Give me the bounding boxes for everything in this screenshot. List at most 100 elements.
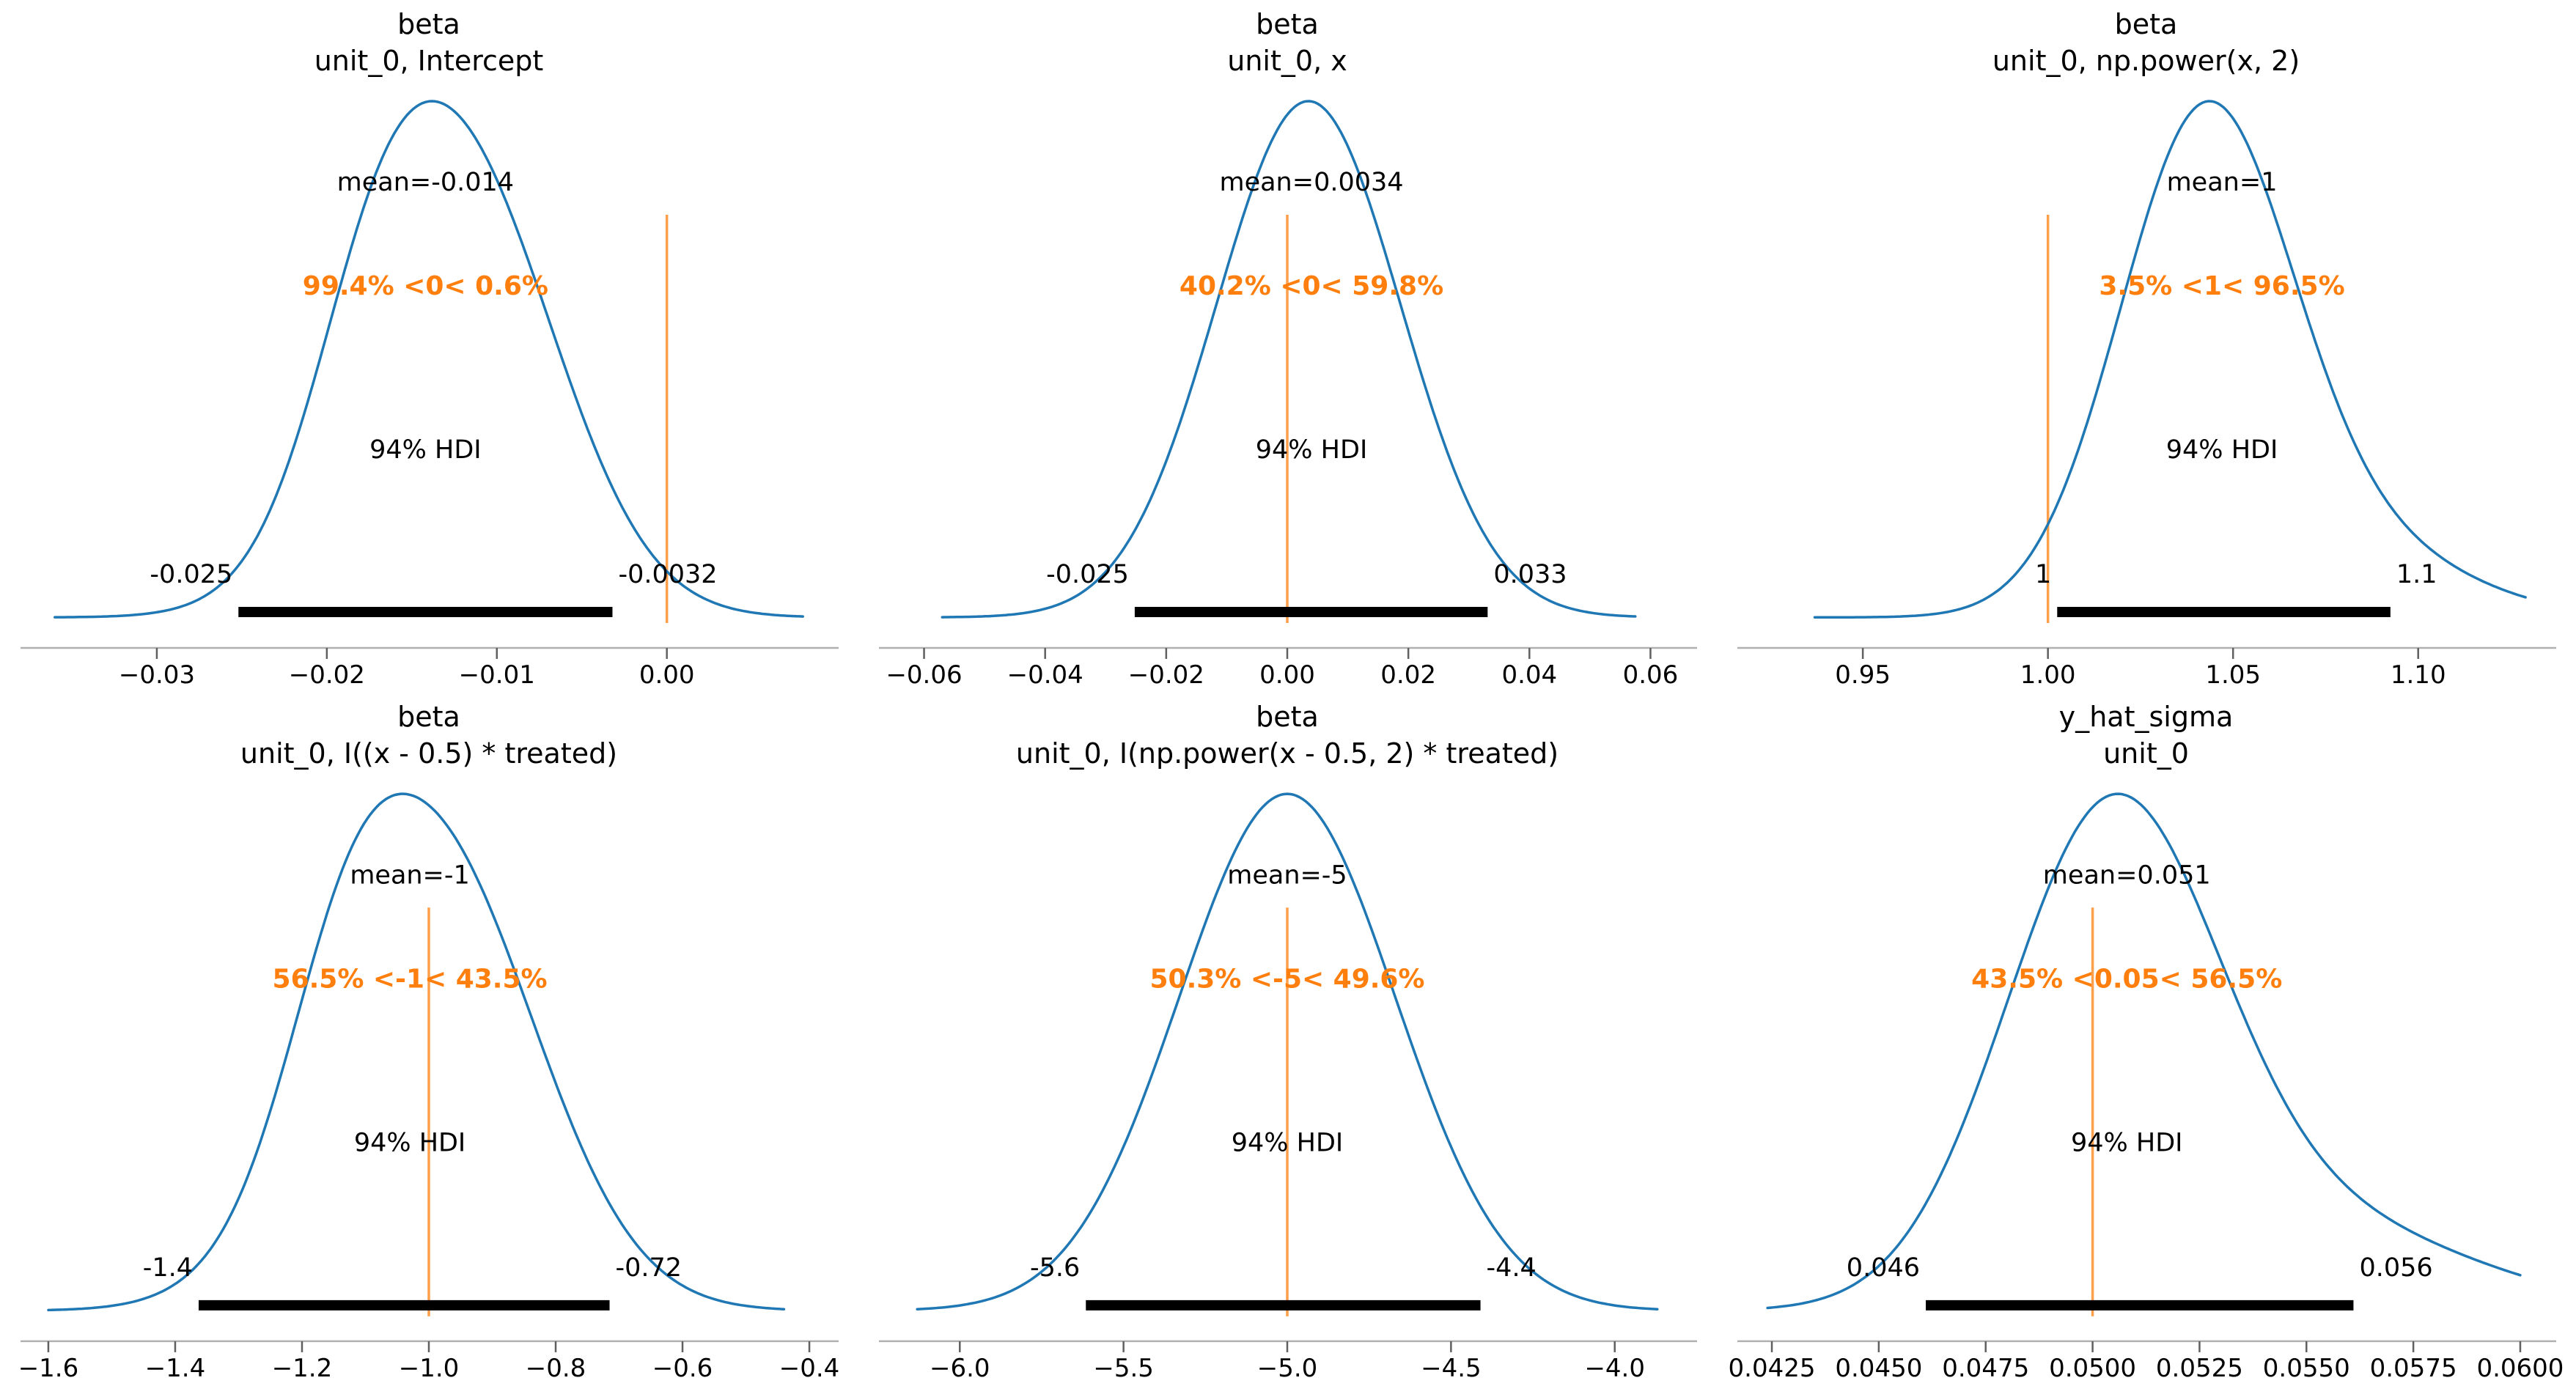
hdi-title-label: 94% HDI	[1232, 1129, 1343, 1158]
kde-curve	[1766, 792, 2522, 1310]
kde-curve	[941, 100, 1637, 619]
kde-curve	[54, 100, 804, 619]
subplot-title-line1: beta	[1256, 8, 1319, 40]
x-tick-label: −5.0	[1257, 1354, 1318, 1383]
kde-curve	[47, 792, 786, 1312]
mean-label: mean=1	[2167, 168, 2278, 197]
hdi-upper-label: 0.056	[2359, 1253, 2432, 1283]
posterior-subplot: beta unit_0, np.power(x, 2) mean=1 3.5% <1<…	[1717, 0, 2576, 693]
x-tick-label: −0.04	[1007, 660, 1083, 690]
hdi-title-label: 94% HDI	[369, 435, 482, 465]
hdi-title-label: 94% HDI	[1256, 435, 1368, 465]
x-tick-label: 1.10	[2391, 660, 2446, 690]
x-tick-label: −1.2	[272, 1354, 333, 1383]
subplot-canvas: beta unit_0, np.power(x, 2) mean=1 3.5% <1<…	[1737, 8, 2556, 690]
kde-curve	[916, 792, 1659, 1311]
x-tick-label: 0.0575	[2370, 1354, 2457, 1383]
kde-curve	[1813, 100, 2527, 619]
subplot-canvas: y_hat_sigma unit_0 mean=0.051 43.5% <0.05< …	[1729, 701, 2564, 1383]
x-tick-label: 0.0425	[1729, 1354, 1816, 1383]
hdi-upper-label: -0.72	[616, 1253, 682, 1283]
ref-val-label: 3.5% <1< 96.5%	[2099, 271, 2344, 301]
x-tick-label: 0.0525	[2156, 1354, 2243, 1383]
posterior-subplot: beta unit_0, I((x - 0.5) * treated) mean=-…	[0, 693, 858, 1386]
hdi-upper-label: 1.1	[2396, 560, 2437, 589]
x-tick-label: −1.4	[145, 1354, 206, 1383]
subplot-title-line1: beta	[397, 8, 460, 40]
x-tick-label: −1.0	[399, 1354, 460, 1383]
x-tick-label: 0.0550	[2263, 1354, 2350, 1383]
x-tick-label: −0.6	[652, 1354, 713, 1383]
ref-val-label: 56.5% <-1< 43.5%	[273, 964, 548, 994]
x-tick-label: −6.0	[930, 1354, 990, 1383]
hdi-lower-label: -0.025	[1046, 560, 1129, 589]
x-tick-label: −1.6	[18, 1354, 79, 1383]
posterior-subplot: beta unit_0, x mean=0.0034 40.2% <0< 59.8% 9…	[858, 0, 1717, 693]
hdi-title-label: 94% HDI	[354, 1129, 465, 1158]
subplot-title-line2: unit_0, Intercept	[314, 45, 544, 77]
hdi-title-label: 94% HDI	[2071, 1128, 2183, 1158]
hdi-upper-label: -4.4	[1487, 1253, 1537, 1283]
ref-val-label: 50.3% <-5< 49.6%	[1150, 964, 1425, 994]
mean-label: mean=0.051	[2043, 860, 2211, 890]
hdi-bar	[2057, 607, 2391, 617]
subplot-title-line2: unit_0, x	[1227, 45, 1347, 77]
x-tick-label: 0.0450	[1835, 1354, 1922, 1383]
x-tick-label: 1.00	[2020, 660, 2076, 690]
hdi-lower-label: -5.6	[1030, 1253, 1080, 1283]
subplot-title-line2: unit_0, I(np.power(x - 0.5, 2) * treated…	[1016, 737, 1559, 770]
x-tick-label: 0.06	[1623, 660, 1679, 690]
subplot-canvas: beta unit_0, Intercept mean=-0.014 99.4% <0…	[21, 8, 839, 690]
x-tick-label: −0.02	[289, 660, 365, 690]
x-tick-label: 0.00	[639, 660, 695, 690]
hdi-bar	[238, 607, 613, 617]
subplot-title-line1: y_hat_sigma	[2059, 701, 2234, 733]
ref-val-label: 43.5% <0.05< 56.5%	[1971, 964, 2282, 994]
hdi-bar	[1086, 1300, 1481, 1311]
posterior-subplot: beta unit_0, I(np.power(x - 0.5, 2) * tre…	[858, 693, 1717, 1386]
x-tick-label: 0.02	[1380, 660, 1436, 690]
x-tick-label: −4.0	[1584, 1354, 1645, 1383]
x-tick-label: 0.0475	[1942, 1354, 2029, 1383]
x-tick-label: −0.8	[526, 1354, 586, 1383]
subplot-canvas: beta unit_0, I((x - 0.5) * treated) mean=-…	[18, 701, 840, 1383]
x-tick-label: 0.04	[1501, 660, 1557, 690]
ref-val-label: 40.2% <0< 59.8%	[1180, 271, 1443, 301]
hdi-bar	[198, 1300, 610, 1311]
x-tick-label: −0.4	[779, 1354, 840, 1383]
ref-val-label: 99.4% <0< 0.6%	[303, 271, 548, 301]
x-tick-label: 1.05	[2205, 660, 2261, 690]
subplot-canvas: beta unit_0, x mean=0.0034 40.2% <0< 59.8% 9…	[879, 8, 1697, 690]
x-tick-label: −0.06	[886, 660, 962, 690]
subplot-title-line1: beta	[397, 701, 460, 733]
subplot-canvas: beta unit_0, I(np.power(x - 0.5, 2) * tre…	[879, 701, 1697, 1383]
mean-label: mean=-5	[1227, 860, 1347, 890]
x-tick-label: −4.5	[1421, 1354, 1482, 1383]
subplot-title-line1: beta	[2115, 8, 2178, 40]
x-tick-label: −0.01	[459, 660, 535, 690]
x-tick-label: −0.02	[1128, 660, 1204, 690]
hdi-upper-label: 0.033	[1493, 560, 1567, 589]
mean-label: mean=0.0034	[1219, 168, 1403, 197]
posterior-subplot: y_hat_sigma unit_0 mean=0.051 43.5% <0.05< …	[1717, 693, 2576, 1386]
subplot-title-line2: unit_0, np.power(x, 2)	[1992, 45, 2300, 77]
hdi-bar	[1134, 607, 1488, 617]
hdi-lower-label: -0.025	[150, 560, 232, 589]
hdi-lower-label: 1	[2035, 560, 2051, 589]
x-tick-label: −0.03	[119, 660, 195, 690]
hdi-bar	[1926, 1300, 2354, 1311]
subplot-title-line2: unit_0	[2103, 737, 2189, 770]
x-tick-label: 0.0600	[2476, 1354, 2564, 1383]
x-tick-label: 0.95	[1835, 660, 1891, 690]
posterior-subplot: beta unit_0, Intercept mean=-0.014 99.4% <0…	[0, 0, 858, 693]
hdi-title-label: 94% HDI	[2166, 435, 2278, 465]
subplot-title-line2: unit_0, I((x - 0.5) * treated)	[240, 737, 617, 770]
x-tick-label: −5.5	[1093, 1354, 1154, 1383]
x-tick-label: 0.00	[1259, 660, 1315, 690]
mean-label: mean=-1	[350, 860, 469, 890]
hdi-lower-label: 0.046	[1847, 1253, 1920, 1283]
subplot-title-line1: beta	[1256, 701, 1319, 733]
x-tick-label: 0.0500	[2049, 1354, 2136, 1383]
hdi-upper-label: -0.0032	[618, 560, 717, 589]
